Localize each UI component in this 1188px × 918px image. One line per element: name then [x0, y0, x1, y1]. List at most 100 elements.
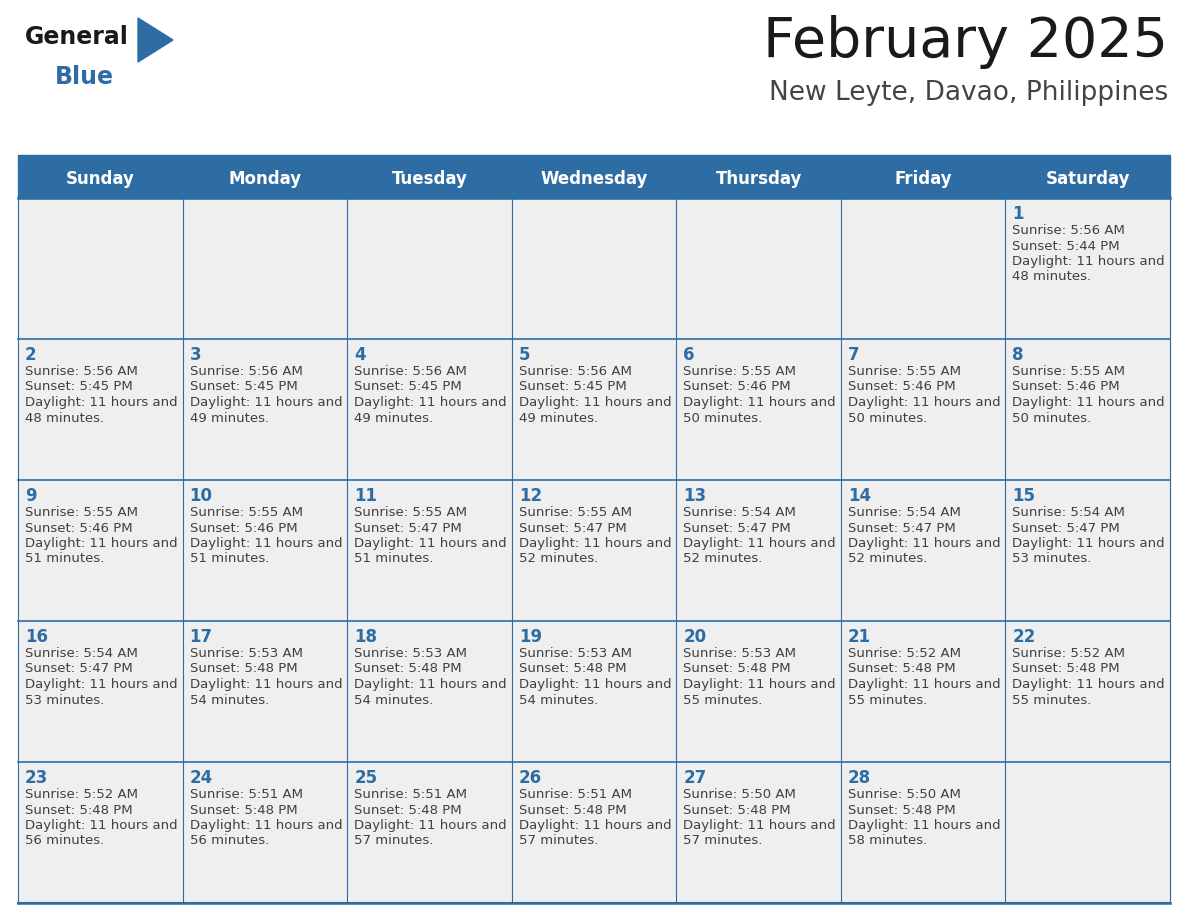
Text: Sunset: 5:48 PM: Sunset: 5:48 PM	[190, 803, 297, 816]
Text: Daylight: 11 hours and: Daylight: 11 hours and	[848, 537, 1000, 550]
Text: 27: 27	[683, 769, 707, 787]
Text: 19: 19	[519, 628, 542, 646]
Text: Daylight: 11 hours and: Daylight: 11 hours and	[354, 396, 507, 409]
Text: 13: 13	[683, 487, 707, 505]
Text: 57 minutes.: 57 minutes.	[354, 834, 434, 847]
Polygon shape	[138, 18, 173, 62]
Text: Sunrise: 5:51 AM: Sunrise: 5:51 AM	[190, 788, 303, 801]
Text: 4: 4	[354, 346, 366, 364]
Text: 22: 22	[1012, 628, 1036, 646]
Text: Sunrise: 5:56 AM: Sunrise: 5:56 AM	[190, 365, 303, 378]
Bar	[512, 198, 676, 339]
Text: 57 minutes.: 57 minutes.	[683, 834, 763, 847]
Text: Daylight: 11 hours and: Daylight: 11 hours and	[683, 819, 836, 832]
Text: Sunrise: 5:54 AM: Sunrise: 5:54 AM	[848, 506, 961, 519]
Bar	[183, 621, 347, 762]
Bar	[841, 480, 1005, 621]
Text: Sunrise: 5:54 AM: Sunrise: 5:54 AM	[683, 506, 796, 519]
Text: Sunset: 5:47 PM: Sunset: 5:47 PM	[354, 521, 462, 534]
Bar	[841, 762, 1005, 903]
Text: Sunset: 5:48 PM: Sunset: 5:48 PM	[354, 663, 462, 676]
Text: 50 minutes.: 50 minutes.	[848, 411, 927, 424]
Text: 8: 8	[1012, 346, 1024, 364]
Text: 2: 2	[25, 346, 37, 364]
Bar	[183, 480, 347, 621]
Text: 50 minutes.: 50 minutes.	[1012, 411, 1092, 424]
Text: Friday: Friday	[895, 170, 952, 188]
Text: 58 minutes.: 58 minutes.	[848, 834, 927, 847]
Text: Daylight: 11 hours and: Daylight: 11 hours and	[848, 678, 1000, 691]
Bar	[512, 621, 676, 762]
Text: Sunset: 5:48 PM: Sunset: 5:48 PM	[848, 663, 955, 676]
Bar	[183, 198, 347, 339]
Text: Sunset: 5:47 PM: Sunset: 5:47 PM	[519, 521, 626, 534]
Bar	[183, 762, 347, 903]
Text: Sunday: Sunday	[65, 170, 134, 188]
Text: Daylight: 11 hours and: Daylight: 11 hours and	[354, 819, 507, 832]
Text: Sunset: 5:46 PM: Sunset: 5:46 PM	[683, 380, 791, 394]
Text: Sunset: 5:46 PM: Sunset: 5:46 PM	[190, 521, 297, 534]
Text: 52 minutes.: 52 minutes.	[519, 553, 598, 565]
Text: Sunrise: 5:55 AM: Sunrise: 5:55 AM	[190, 506, 303, 519]
Text: Daylight: 11 hours and: Daylight: 11 hours and	[25, 537, 178, 550]
Bar	[512, 762, 676, 903]
Bar	[1005, 762, 1170, 903]
Text: Wednesday: Wednesday	[541, 170, 647, 188]
Text: Daylight: 11 hours and: Daylight: 11 hours and	[1012, 396, 1165, 409]
Bar	[18, 480, 183, 621]
Text: 51 minutes.: 51 minutes.	[354, 553, 434, 565]
Text: Sunrise: 5:54 AM: Sunrise: 5:54 AM	[1012, 506, 1125, 519]
Bar	[18, 621, 183, 762]
Text: Daylight: 11 hours and: Daylight: 11 hours and	[848, 396, 1000, 409]
Text: Daylight: 11 hours and: Daylight: 11 hours and	[190, 396, 342, 409]
Text: Saturday: Saturday	[1045, 170, 1130, 188]
Text: 23: 23	[25, 769, 49, 787]
Text: General: General	[25, 25, 128, 49]
Text: 21: 21	[848, 628, 871, 646]
Text: 55 minutes.: 55 minutes.	[683, 693, 763, 707]
Text: Sunrise: 5:51 AM: Sunrise: 5:51 AM	[519, 788, 632, 801]
Text: Sunrise: 5:55 AM: Sunrise: 5:55 AM	[848, 365, 961, 378]
Text: Sunrise: 5:55 AM: Sunrise: 5:55 AM	[25, 506, 138, 519]
Text: 1: 1	[1012, 205, 1024, 223]
Bar	[18, 339, 183, 480]
Bar	[18, 762, 183, 903]
Text: Sunrise: 5:56 AM: Sunrise: 5:56 AM	[25, 365, 138, 378]
Text: Sunrise: 5:53 AM: Sunrise: 5:53 AM	[683, 647, 796, 660]
Text: 26: 26	[519, 769, 542, 787]
Text: 20: 20	[683, 628, 707, 646]
Text: Daylight: 11 hours and: Daylight: 11 hours and	[190, 819, 342, 832]
Text: Sunset: 5:47 PM: Sunset: 5:47 PM	[1012, 521, 1120, 534]
Bar	[512, 480, 676, 621]
Text: Sunset: 5:48 PM: Sunset: 5:48 PM	[25, 803, 133, 816]
Text: Monday: Monday	[228, 170, 302, 188]
Text: 25: 25	[354, 769, 378, 787]
Text: 12: 12	[519, 487, 542, 505]
Text: Daylight: 11 hours and: Daylight: 11 hours and	[683, 537, 836, 550]
Text: Sunset: 5:46 PM: Sunset: 5:46 PM	[25, 521, 133, 534]
Bar	[18, 198, 183, 339]
Text: Sunrise: 5:55 AM: Sunrise: 5:55 AM	[519, 506, 632, 519]
Text: 50 minutes.: 50 minutes.	[683, 411, 763, 424]
Text: Sunrise: 5:54 AM: Sunrise: 5:54 AM	[25, 647, 138, 660]
Text: Daylight: 11 hours and: Daylight: 11 hours and	[190, 537, 342, 550]
Text: 5: 5	[519, 346, 530, 364]
Text: 54 minutes.: 54 minutes.	[519, 693, 598, 707]
Text: Tuesday: Tuesday	[392, 170, 467, 188]
Text: Sunrise: 5:50 AM: Sunrise: 5:50 AM	[683, 788, 796, 801]
Text: Sunrise: 5:51 AM: Sunrise: 5:51 AM	[354, 788, 467, 801]
Text: 16: 16	[25, 628, 48, 646]
Text: Daylight: 11 hours and: Daylight: 11 hours and	[1012, 678, 1165, 691]
Bar	[183, 339, 347, 480]
Text: Thursday: Thursday	[715, 170, 802, 188]
Text: Sunset: 5:45 PM: Sunset: 5:45 PM	[519, 380, 626, 394]
Text: Sunrise: 5:50 AM: Sunrise: 5:50 AM	[848, 788, 961, 801]
Text: New Leyte, Davao, Philippines: New Leyte, Davao, Philippines	[769, 80, 1168, 106]
Text: 15: 15	[1012, 487, 1036, 505]
Text: Sunrise: 5:56 AM: Sunrise: 5:56 AM	[1012, 224, 1125, 237]
Text: Sunset: 5:47 PM: Sunset: 5:47 PM	[683, 521, 791, 534]
Text: Sunset: 5:48 PM: Sunset: 5:48 PM	[519, 663, 626, 676]
Text: Daylight: 11 hours and: Daylight: 11 hours and	[848, 819, 1000, 832]
Bar	[1005, 621, 1170, 762]
Text: 51 minutes.: 51 minutes.	[190, 553, 268, 565]
